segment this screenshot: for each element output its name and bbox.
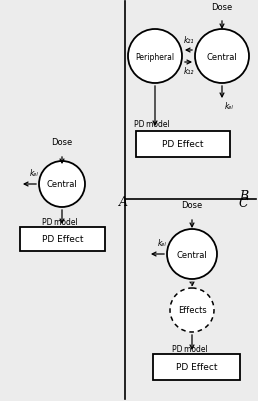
Circle shape — [128, 30, 182, 84]
Text: Central: Central — [207, 53, 237, 61]
Bar — [153, 354, 240, 380]
Text: Dose: Dose — [181, 200, 203, 209]
Text: B: B — [239, 190, 248, 203]
Text: k₂₁: k₂₁ — [184, 36, 194, 45]
Text: PD model: PD model — [134, 120, 170, 129]
Text: k₁₂: k₁₂ — [184, 67, 194, 76]
Text: Dose: Dose — [51, 138, 72, 147]
Text: PD model: PD model — [172, 344, 208, 353]
Circle shape — [170, 288, 214, 332]
Circle shape — [167, 229, 217, 279]
Circle shape — [195, 30, 249, 84]
Bar — [20, 227, 105, 251]
Text: Dose: Dose — [211, 3, 233, 12]
Text: kₑₗ: kₑₗ — [157, 239, 166, 247]
Text: PD Effect: PD Effect — [176, 363, 217, 372]
Text: C: C — [238, 196, 248, 209]
Text: Effects: Effects — [178, 306, 206, 315]
Text: A: A — [119, 196, 128, 209]
Text: Central: Central — [177, 250, 207, 259]
Text: PD Effect: PD Effect — [162, 140, 204, 149]
Bar — [136, 132, 230, 158]
Text: Central: Central — [47, 180, 77, 189]
Circle shape — [39, 162, 85, 207]
Text: PD model: PD model — [42, 217, 78, 227]
Text: kₑₗ: kₑₗ — [29, 168, 38, 178]
Text: PD Effect: PD Effect — [42, 235, 83, 244]
Text: kₑₗ: kₑₗ — [225, 102, 234, 111]
Text: Peripheral: Peripheral — [135, 53, 175, 61]
